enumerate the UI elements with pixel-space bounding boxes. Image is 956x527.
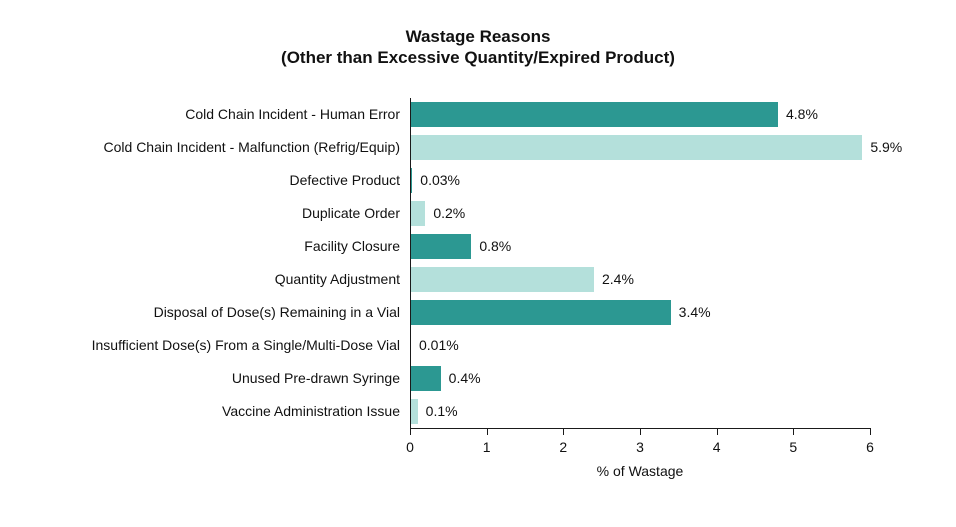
x-tick-label: 0 — [395, 439, 425, 455]
value-label: 0.4% — [449, 370, 481, 386]
category-label: Facility Closure — [20, 238, 400, 254]
x-axis-title: % of Wastage — [410, 463, 870, 479]
value-label: 3.4% — [679, 304, 711, 320]
value-label: 5.9% — [870, 139, 902, 155]
x-tick — [487, 428, 488, 435]
bar — [410, 366, 441, 392]
x-tick-label: 6 — [855, 439, 885, 455]
x-tick — [870, 428, 871, 435]
x-tick — [640, 428, 641, 435]
plot-area: 4.8%5.9%0.03%0.2%0.8%2.4%3.4%0.01%0.4%0.… — [410, 98, 870, 428]
bar — [410, 267, 594, 293]
x-tick-label: 2 — [548, 439, 578, 455]
category-label: Duplicate Order — [20, 205, 400, 221]
y-axis-line — [410, 98, 411, 428]
category-label: Insufficient Dose(s) From a Single/Multi… — [20, 337, 400, 353]
value-label: 0.8% — [479, 238, 511, 254]
value-label: 4.8% — [786, 106, 818, 122]
chart-title-line1: Wastage Reasons — [406, 27, 551, 46]
x-tick-label: 1 — [472, 439, 502, 455]
category-label: Cold Chain Incident - Malfunction (Refri… — [20, 139, 400, 155]
x-tick-label: 5 — [778, 439, 808, 455]
value-label: 2.4% — [602, 271, 634, 287]
category-label: Defective Product — [20, 172, 400, 188]
category-label: Unused Pre-drawn Syringe — [20, 370, 400, 386]
category-label: Cold Chain Incident - Human Error — [20, 106, 400, 122]
x-tick — [717, 428, 718, 435]
x-tick — [410, 428, 411, 435]
value-label: 0.1% — [426, 403, 458, 419]
x-tick-label: 4 — [702, 439, 732, 455]
chart-title-line2: (Other than Excessive Quantity/Expired P… — [281, 48, 675, 67]
value-label: 0.03% — [420, 172, 460, 188]
bar — [410, 201, 425, 227]
wastage-chart: Wastage Reasons (Other than Excessive Qu… — [0, 0, 956, 527]
bar — [410, 102, 778, 128]
bar — [410, 135, 862, 161]
bar — [410, 399, 418, 425]
x-tick — [563, 428, 564, 435]
category-label: Vaccine Administration Issue — [20, 403, 400, 419]
x-tick — [793, 428, 794, 435]
x-tick-label: 3 — [625, 439, 655, 455]
bar — [410, 300, 671, 326]
value-label: 0.01% — [419, 337, 459, 353]
category-label: Quantity Adjustment — [20, 271, 400, 287]
category-label: Disposal of Dose(s) Remaining in a Vial — [20, 304, 400, 320]
chart-title: Wastage Reasons (Other than Excessive Qu… — [0, 26, 956, 69]
bar — [410, 234, 471, 260]
value-label: 0.2% — [433, 205, 465, 221]
